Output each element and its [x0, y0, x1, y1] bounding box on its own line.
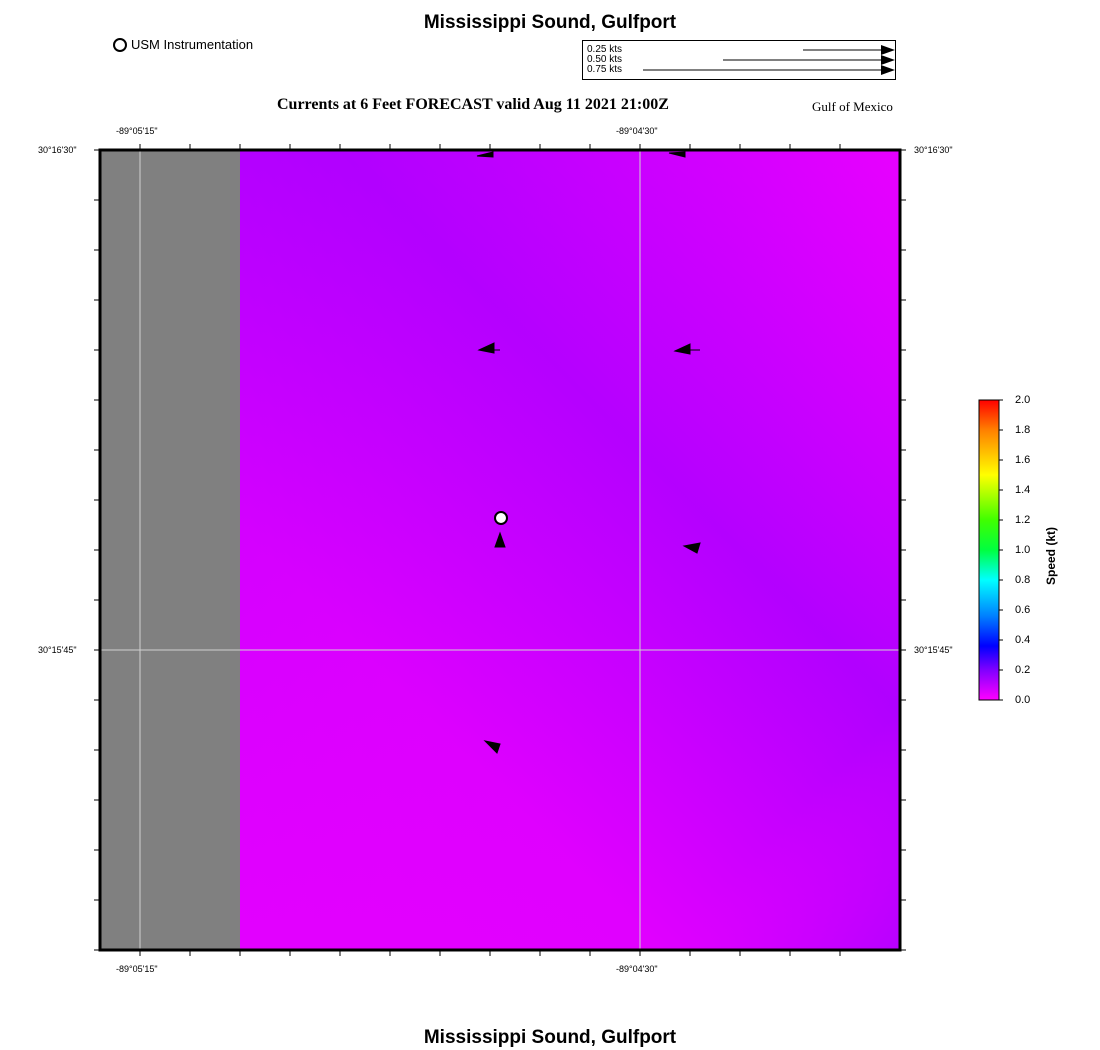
- current-arrow-icon: [494, 531, 506, 548]
- current-arrow-icon: [673, 343, 700, 355]
- scale-arrow-025-icon: [803, 45, 895, 55]
- instrument-marker-icon: [113, 37, 127, 52]
- region-label: Gulf of Mexico: [812, 99, 893, 114]
- current-arrow-icon: [668, 151, 686, 158]
- scale-label-025: 0.25 kts: [587, 44, 623, 55]
- colorbar-tick-0-8: 0.8: [1015, 574, 1031, 586]
- colorbar-tick-1-8: 1.8: [1015, 424, 1031, 436]
- current-arrow-icon: [476, 151, 494, 158]
- current-arrow-icon: [682, 542, 701, 554]
- lat-tick-right-2: 30°15'45": [914, 645, 953, 655]
- lon-tick-bottom-1: -89°05'15": [116, 964, 158, 974]
- colorbar-tick-0-2: 0.2: [1015, 664, 1031, 676]
- speed-colorbar: [978, 399, 1003, 701]
- scale-label-050: 0.50 kts: [587, 54, 623, 65]
- forecast-subtitle: Currents at 6 Feet FORECAST valid Aug 11…: [277, 96, 669, 113]
- land-area: [100, 150, 240, 950]
- lat-tick-right-1: 30°16'30": [914, 145, 953, 155]
- current-arrow-icon: [483, 740, 501, 754]
- colorbar-tick-0-4: 0.4: [1015, 634, 1031, 646]
- colorbar-tick-1-0: 1.0: [1015, 544, 1031, 556]
- colorbar-gradient: [978, 399, 1000, 701]
- instrumentation-label: USM Instrumentation: [131, 37, 254, 52]
- colorbar-tick-1-4: 1.4: [1015, 484, 1031, 496]
- lon-tick-top-1: -89°05'15": [116, 126, 158, 136]
- colorbar-title: Speed (kt): [1044, 526, 1058, 585]
- current-map: [94, 144, 906, 956]
- map-title: Mississippi Sound, Gulfport: [423, 12, 677, 33]
- usm-instrument-site-icon[interactable]: [494, 511, 508, 525]
- scale-arrow-075-icon: [643, 65, 895, 75]
- scale-label-075: 0.75 kts: [587, 64, 623, 75]
- scale-arrow-050-icon: [723, 55, 895, 65]
- colorbar-ticks: [999, 399, 1003, 701]
- colorbar-tick-1-2: 1.2: [1015, 514, 1031, 526]
- colorbar-tick-2-0: 2.0: [1015, 394, 1031, 406]
- colorbar-tick-0-0: 0.0: [1015, 694, 1031, 706]
- lat-tick-left-2: 30°15'45": [38, 645, 77, 655]
- lon-tick-bottom-2: -89°04'30": [616, 964, 658, 974]
- scale-arrows: [643, 45, 895, 75]
- instrumentation-legend: USM Instrumentation: [113, 37, 253, 52]
- lat-tick-left-1: 30°16'30": [38, 145, 77, 155]
- colorbar-tick-1-6: 1.6: [1015, 454, 1031, 466]
- current-vectors: [476, 151, 701, 754]
- graticule: [100, 150, 900, 950]
- vector-scale-legend: 0.25 kts 0.50 kts 0.75 kts: [582, 40, 896, 80]
- current-arrow-icon: [477, 342, 500, 354]
- footer-title: Mississippi Sound, Gulfport: [423, 1027, 677, 1048]
- colorbar-tick-0-6: 0.6: [1015, 604, 1031, 616]
- frame-ticks: [94, 144, 906, 956]
- lon-tick-top-2: -89°04'30": [616, 126, 658, 136]
